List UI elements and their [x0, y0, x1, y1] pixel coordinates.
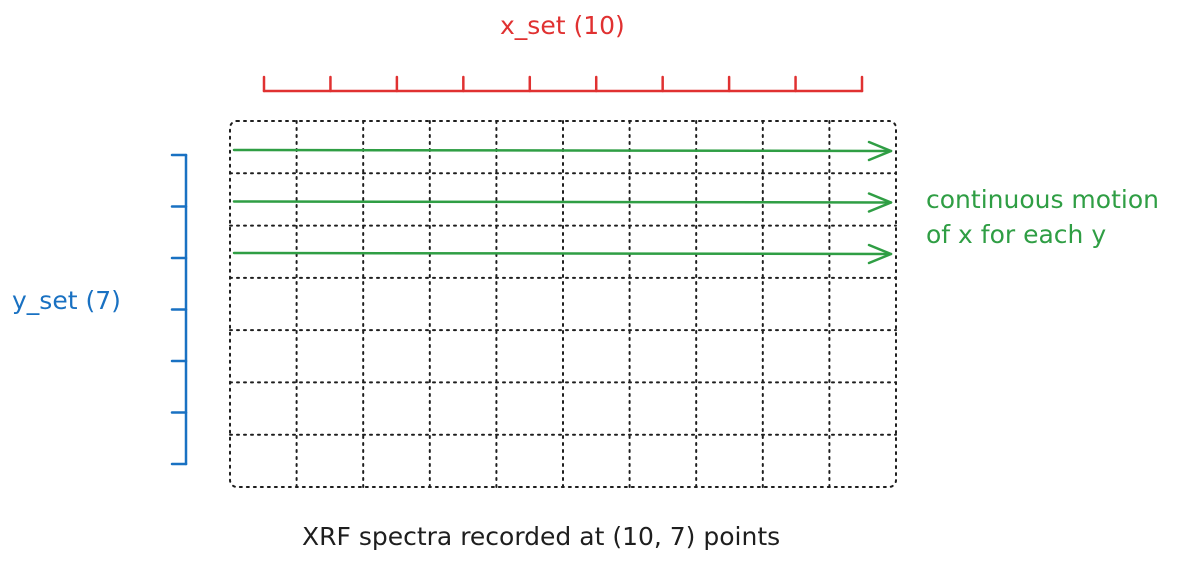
y-set-ruler: [170, 153, 188, 466]
scan-arrow-head: [867, 140, 893, 162]
scan-arrow-head: [867, 192, 893, 213]
scan-motion-annotation-line-1: continuous motion: [926, 185, 1159, 214]
diagram-caption: XRF spectra recorded at (10, 7) points: [302, 522, 781, 551]
scan-motion-annotation: continuous motion of x for each y: [926, 182, 1159, 252]
scan-arrow-shaft: [232, 148, 893, 153]
x-set-label: x_set (10): [500, 11, 625, 40]
scan-motion-annotation-line-2: of x for each y: [926, 220, 1107, 249]
x-set-ruler: [262, 75, 864, 93]
scan-arrows: [232, 140, 893, 265]
scan-arrow-shaft: [232, 251, 893, 256]
measurement-grid: [229, 120, 897, 488]
scan-arrow-head: [867, 243, 893, 265]
y-set-label: y_set (7): [12, 286, 121, 315]
scan-arrow-shaft: [232, 200, 893, 204]
